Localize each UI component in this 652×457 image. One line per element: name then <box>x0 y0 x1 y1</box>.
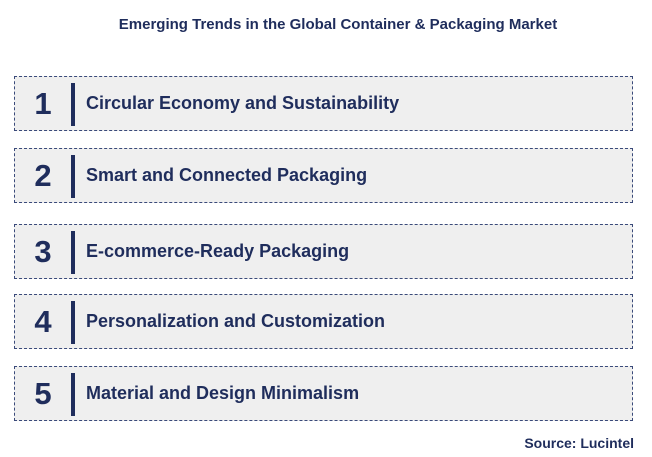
trend-item-5: 5 Material and Design Minimalism <box>14 366 633 421</box>
trend-divider <box>71 155 75 198</box>
trend-label: E-commerce-Ready Packaging <box>86 241 350 261</box>
trend-number: 3 <box>34 233 52 269</box>
trend-divider <box>71 373 75 416</box>
trend-label: Material and Design Minimalism <box>86 383 360 403</box>
trend-divider <box>71 83 75 126</box>
trend-item-2: 2 Smart and Connected Packaging <box>14 148 633 203</box>
trend-number: 2 <box>34 157 52 193</box>
trend-divider <box>71 231 75 274</box>
trend-item-1: 1 Circular Economy and Sustainability <box>14 76 633 131</box>
source-credit: Source: Lucintel <box>524 435 634 451</box>
trend-number: 5 <box>34 375 52 411</box>
trend-item-4: 4 Personalization and Customization <box>14 294 633 349</box>
trend-number: 4 <box>34 303 52 339</box>
trend-divider <box>71 301 75 344</box>
trend-item-3: 3 E-commerce-Ready Packaging <box>14 224 633 279</box>
trend-number: 1 <box>34 85 52 121</box>
trend-label: Circular Economy and Sustainability <box>86 93 400 113</box>
trend-label: Personalization and Customization <box>86 311 386 331</box>
page-title: Emerging Trends in the Global Container … <box>118 16 558 33</box>
trend-label: Smart and Connected Packaging <box>86 165 368 185</box>
